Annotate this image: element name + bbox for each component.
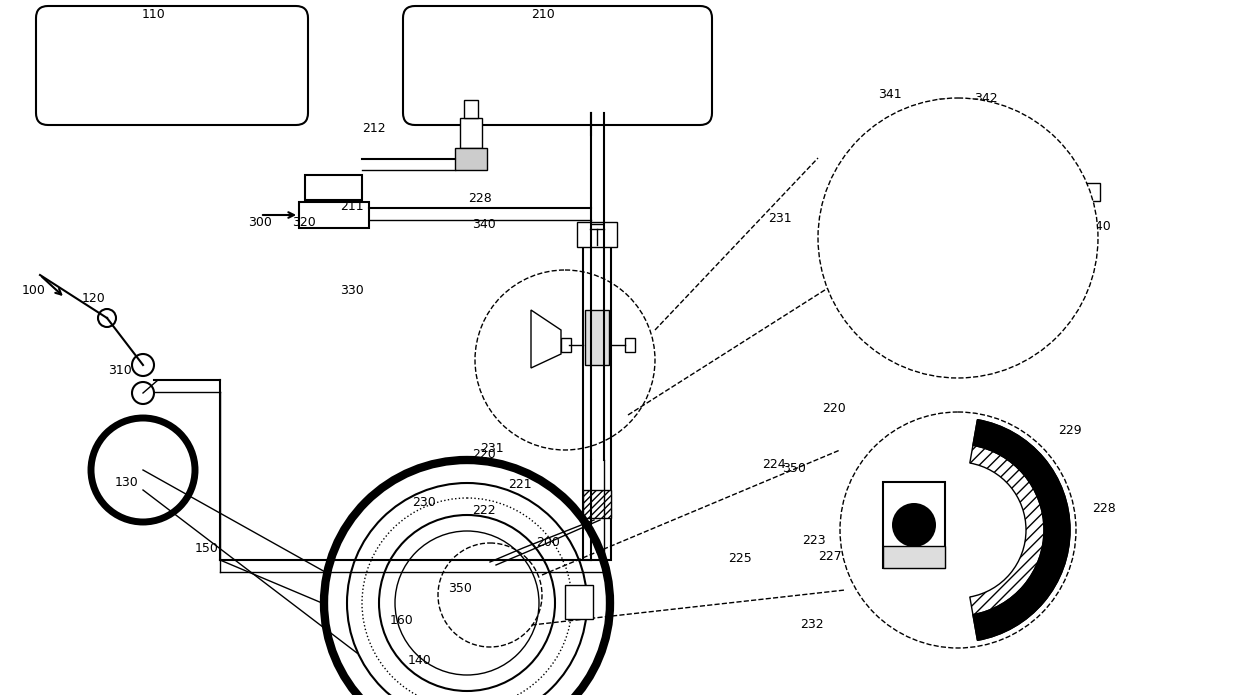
Text: 350: 350 [448, 582, 472, 594]
Text: 130: 130 [115, 475, 139, 489]
Text: 224: 224 [763, 459, 786, 471]
Circle shape [839, 412, 1076, 648]
Bar [583, 245, 611, 560]
Text: 220: 220 [822, 402, 846, 414]
Bar [464, 100, 477, 118]
Bar [883, 482, 945, 568]
Bar [305, 175, 362, 200]
Text: 232: 232 [800, 617, 823, 630]
Text: 350: 350 [782, 461, 806, 475]
Text: 228: 228 [1092, 502, 1116, 514]
Bar [625, 338, 635, 352]
Bar [460, 118, 482, 148]
Text: 100: 100 [22, 284, 46, 297]
Text: 231: 231 [768, 211, 791, 224]
Text: 212: 212 [362, 122, 386, 135]
Text: 231: 231 [480, 441, 503, 455]
Text: 227: 227 [818, 550, 842, 562]
Bar [565, 585, 593, 619]
Text: 310: 310 [108, 363, 131, 377]
Bar [299, 202, 370, 228]
Text: 220: 220 [472, 448, 496, 461]
Circle shape [91, 418, 195, 522]
Text: 225: 225 [728, 552, 751, 564]
FancyBboxPatch shape [403, 6, 712, 125]
Bar [873, 216, 895, 252]
Text: 230: 230 [412, 496, 435, 509]
Bar [1074, 183, 1100, 201]
Circle shape [131, 382, 154, 404]
Bar [583, 490, 611, 518]
Text: 300: 300 [248, 215, 272, 229]
Text: 140: 140 [408, 653, 432, 667]
Bar [577, 222, 618, 247]
Text: 200: 200 [536, 536, 560, 548]
Wedge shape [973, 420, 1070, 640]
Circle shape [98, 309, 117, 327]
Text: 226: 226 [852, 550, 875, 562]
Circle shape [131, 354, 154, 376]
Bar [455, 148, 487, 170]
Circle shape [818, 98, 1097, 378]
Text: 210: 210 [531, 8, 554, 20]
Text: 330: 330 [340, 284, 363, 297]
Bar [585, 310, 609, 365]
Text: 342: 342 [973, 92, 998, 104]
Text: 120: 120 [82, 291, 105, 304]
Text: 229: 229 [1058, 423, 1081, 436]
Text: 110: 110 [143, 8, 166, 20]
Text: 223: 223 [802, 534, 826, 546]
Bar [1021, 216, 1043, 252]
Text: 230: 230 [1052, 211, 1076, 224]
Bar [910, 128, 1006, 148]
Text: 340: 340 [472, 218, 496, 231]
Text: 341: 341 [878, 88, 901, 101]
Text: 150: 150 [195, 541, 219, 555]
Text: 221: 221 [508, 477, 532, 491]
Bar [883, 546, 945, 568]
Circle shape [892, 503, 936, 547]
Wedge shape [970, 445, 1044, 614]
Text: 160: 160 [391, 614, 414, 628]
Text: 228: 228 [467, 192, 492, 204]
Text: 320: 320 [291, 215, 316, 229]
FancyBboxPatch shape [36, 6, 308, 125]
Text: 211: 211 [340, 199, 363, 213]
Text: 140: 140 [1087, 220, 1112, 233]
Polygon shape [531, 310, 560, 368]
Bar [560, 338, 570, 352]
Bar [873, 196, 978, 214]
Text: 222: 222 [472, 503, 496, 516]
